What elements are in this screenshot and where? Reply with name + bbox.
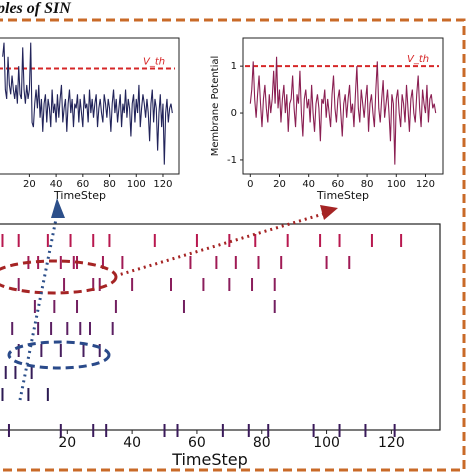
red-dotted-arrow-line <box>114 212 324 278</box>
x-tick-label: 40 <box>302 179 315 190</box>
membrane-potential-series <box>249 56 437 165</box>
x-tick-label: 120 <box>378 435 405 451</box>
x-tick-label: 120 <box>153 179 172 190</box>
y-tick-label: 1 <box>231 61 237 72</box>
x-tick-label: 40 <box>123 435 141 451</box>
raster-x-label: TimeStep <box>171 450 248 469</box>
x-tick-label: 60 <box>332 179 345 190</box>
x-tick-label: 80 <box>103 179 116 190</box>
blue-arrow-head <box>51 198 65 218</box>
x-tick-label: 100 <box>127 179 146 190</box>
x-tick-label: 60 <box>188 435 206 451</box>
right-x-label: TimeStep <box>316 189 369 202</box>
left-x-label: TimeStep <box>53 189 106 202</box>
y-tick-label: -1 <box>227 155 237 166</box>
dashed-frame <box>0 18 466 472</box>
x-tick-label: 20 <box>58 435 76 451</box>
x-tick-label: 100 <box>387 179 406 190</box>
x-tick-label: 100 <box>313 435 340 451</box>
x-tick-label: 120 <box>416 179 435 190</box>
membrane-potential-series <box>2 42 173 165</box>
blue-dotted-arrow-line <box>18 213 59 401</box>
raster-plot-area <box>0 223 441 431</box>
x-tick-label: 80 <box>361 179 374 190</box>
x-tick-label: 40 <box>50 179 63 190</box>
red-arrow-head <box>320 205 338 220</box>
blue-highlight-ellipse <box>7 340 111 370</box>
x-tick-label: 20 <box>23 179 36 190</box>
left-membrane-chart: V_th 20 40 60 80 100 120 TimeStep <box>0 37 180 202</box>
spike-raster-chart: 20 40 60 80 100 120 TimeStep <box>0 223 441 469</box>
right-membrane-chart: V_th 0 20 40 60 80 100 120 -1 0 1 TimeStep Membran… <box>210 37 444 202</box>
x-tick-label: 20 <box>273 179 286 190</box>
x-tick-label: 80 <box>253 435 271 451</box>
x-tick-label: 0 <box>247 179 253 190</box>
right-y-label: Membrane Potential <box>210 56 221 157</box>
figure-heading: ples of SIN <box>0 0 71 17</box>
y-tick-label: 0 <box>231 108 237 119</box>
x-tick-label: 60 <box>76 179 89 190</box>
threshold-label: V_th <box>143 56 165 67</box>
threshold-label: V_th <box>407 54 429 65</box>
